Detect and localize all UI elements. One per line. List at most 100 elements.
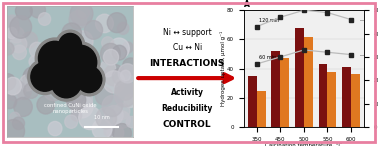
Circle shape [28,59,62,95]
Bar [304,36,313,127]
Circle shape [9,27,24,43]
Circle shape [2,42,14,55]
Circle shape [65,66,86,88]
Circle shape [65,85,84,106]
Circle shape [6,27,17,39]
Circle shape [55,54,66,65]
Circle shape [115,80,135,100]
Text: confined CuNi oxide
nanoparticles: confined CuNi oxide nanoparticles [44,103,96,114]
Circle shape [64,45,97,79]
Circle shape [76,6,89,19]
Circle shape [22,32,37,48]
Circle shape [3,94,17,109]
X-axis label: Calcination temperature, °C: Calcination temperature, °C [265,143,342,146]
Circle shape [89,75,101,87]
Circle shape [34,60,53,79]
Circle shape [30,2,45,18]
Circle shape [12,117,25,130]
Circle shape [39,13,51,25]
Text: INTERACTIONS: INTERACTIONS [150,59,225,68]
Circle shape [37,96,54,114]
Circle shape [124,95,136,108]
Bar [351,74,360,127]
Circle shape [48,121,62,136]
Circle shape [66,90,86,110]
Circle shape [112,68,128,85]
Text: 10 nm: 10 nm [94,115,110,120]
Circle shape [39,41,71,75]
Circle shape [65,47,86,68]
Bar [295,28,304,127]
Circle shape [118,22,129,34]
Circle shape [51,66,82,98]
Circle shape [70,2,93,25]
Text: Activity: Activity [171,88,204,97]
Circle shape [23,66,45,89]
Circle shape [73,31,93,52]
Circle shape [92,119,112,139]
Bar [319,64,327,127]
Y-axis label: Hydrogen uptake, μmol g⁻¹: Hydrogen uptake, μmol g⁻¹ [220,31,226,106]
Circle shape [101,43,120,64]
Circle shape [114,103,130,119]
Circle shape [5,15,19,29]
Circle shape [118,64,137,83]
Circle shape [115,85,136,107]
Circle shape [0,17,19,39]
Circle shape [48,63,85,101]
Circle shape [2,120,25,142]
Circle shape [20,74,36,91]
Circle shape [104,64,125,86]
Circle shape [113,124,132,143]
Circle shape [72,89,83,100]
Text: 60 min: 60 min [259,55,276,60]
Text: Ni ↔ support: Ni ↔ support [163,28,212,37]
Text: Reducibility: Reducibility [162,104,213,113]
Circle shape [15,2,32,20]
Circle shape [79,61,95,77]
Bar [342,67,351,127]
Circle shape [107,13,127,33]
Circle shape [60,42,100,83]
Circle shape [126,116,137,128]
Circle shape [112,45,127,60]
Circle shape [104,126,114,137]
Circle shape [103,71,125,93]
Circle shape [5,77,21,95]
Circle shape [71,110,82,121]
Circle shape [102,37,114,49]
Circle shape [71,95,93,118]
Circle shape [31,62,59,91]
Circle shape [105,106,123,125]
Bar [327,72,336,127]
Circle shape [73,63,105,96]
Circle shape [122,42,133,53]
Circle shape [29,55,41,68]
Text: A: A [244,0,250,9]
Circle shape [59,33,82,57]
Circle shape [46,67,61,82]
Circle shape [79,106,101,130]
Circle shape [56,30,85,60]
Circle shape [43,79,64,101]
Circle shape [96,87,113,105]
Circle shape [14,97,32,117]
Circle shape [104,49,119,65]
Circle shape [10,112,20,123]
Bar [271,51,280,127]
Circle shape [69,11,87,29]
Circle shape [74,90,93,109]
Circle shape [5,80,26,101]
Bar [280,58,289,127]
Circle shape [102,95,122,117]
Circle shape [109,38,129,59]
Circle shape [24,83,39,98]
Circle shape [36,65,53,82]
Circle shape [85,69,98,82]
Circle shape [12,45,26,60]
Text: Cu ↔ Ni: Cu ↔ Ni [173,43,202,52]
Circle shape [57,35,73,51]
Circle shape [76,66,102,93]
Circle shape [62,23,81,43]
Text: CONTROL: CONTROL [163,120,212,129]
